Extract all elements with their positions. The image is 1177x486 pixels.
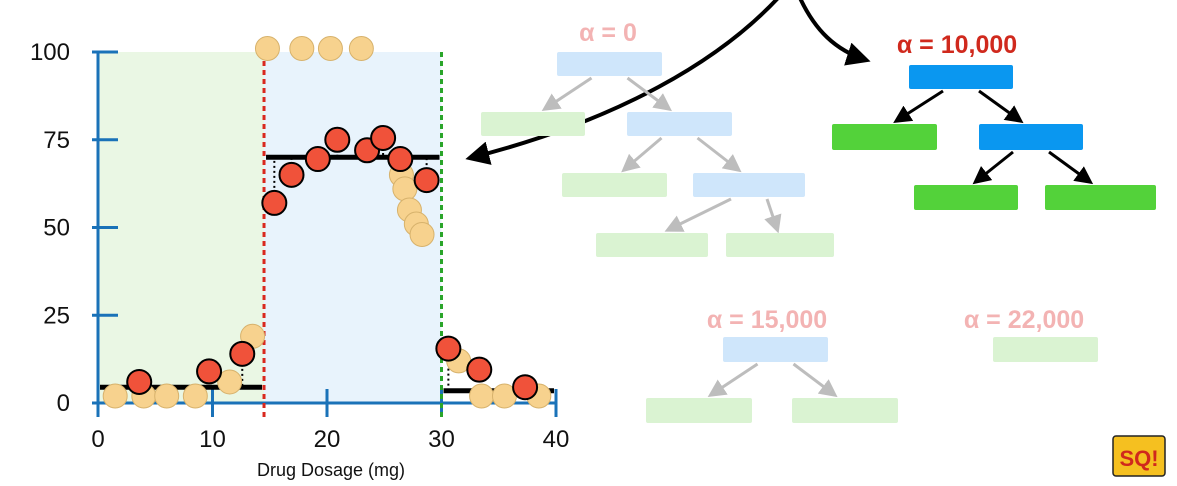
tree-internal-node	[979, 124, 1083, 150]
tree-edge-arrow	[764, 198, 782, 234]
testing-point	[413, 167, 440, 194]
testing-point	[196, 358, 223, 385]
testing-point	[512, 374, 539, 401]
tree-leaf-node	[562, 173, 667, 197]
tree-edge-arrow	[893, 89, 944, 123]
alpha-label: α = 15,000	[707, 306, 827, 334]
tree-edge-arrow	[707, 362, 759, 397]
tree-edge-arrow	[621, 136, 663, 173]
x-tick-label: 10	[199, 426, 226, 453]
tree-edge-arrow	[978, 89, 1024, 124]
testing-point	[387, 146, 414, 173]
testing-point	[126, 368, 153, 395]
observation-point	[409, 222, 435, 248]
observation-point	[469, 383, 495, 409]
data-points	[102, 35, 552, 409]
testing-point	[278, 161, 305, 188]
tree-leaf-node	[646, 398, 752, 423]
tree-leaf-node	[914, 185, 1018, 210]
testing-point	[435, 335, 462, 362]
alpha-label: α = 10,000	[897, 31, 1017, 59]
tree-edge-arrow	[664, 197, 732, 232]
tree-internal-node	[693, 173, 805, 197]
tree-edge-arrow	[972, 150, 1014, 185]
x-tick-label: 30	[428, 426, 455, 453]
tree-edge-arrow	[541, 76, 593, 111]
observation-point	[392, 176, 418, 202]
observation-point	[102, 383, 128, 409]
x-tick-label: 0	[91, 426, 104, 453]
pointer-arrows	[465, 0, 871, 165]
tree-edge-arrow	[696, 136, 742, 173]
alpha-label: α = 0	[579, 19, 637, 47]
testing-point	[466, 356, 493, 383]
tree-edge-arrow	[792, 362, 838, 398]
y-tick-label: 100	[30, 39, 70, 66]
testing-point	[324, 126, 351, 153]
tree-leaf-node	[481, 112, 585, 136]
arrow-to-chart	[465, 0, 779, 165]
split-lines	[262, 52, 443, 419]
tree-internal-node	[627, 112, 732, 136]
statquest-logo: SQ!	[1112, 435, 1166, 477]
tree-0: α = 0	[481, 19, 834, 257]
x-tick-label: 40	[543, 426, 570, 453]
testing-point	[229, 340, 256, 367]
tree-2: α = 15,000	[646, 306, 898, 423]
tree-edge-arrow	[1048, 150, 1094, 185]
observation-point	[317, 35, 343, 61]
tree-1: α = 10,000	[832, 31, 1156, 210]
tree-internal-node	[909, 65, 1013, 89]
observation-point	[348, 35, 374, 61]
tree-leaf-node	[832, 124, 937, 150]
chart: 0 25 50 75 100 0 10 20 30 40 Drug Dosage (mg)	[30, 35, 570, 480]
observation-point	[254, 35, 280, 61]
tree-leaf-node	[792, 398, 898, 423]
tree-leaf-node	[596, 233, 708, 257]
logo-text: SQ!	[1119, 446, 1158, 471]
chart-regions	[98, 52, 442, 403]
y-tick-label: 50	[43, 215, 70, 242]
tree-3: α = 22,000	[964, 306, 1098, 362]
tree-edge-arrow	[626, 76, 672, 112]
tree-leaf-node	[726, 233, 834, 257]
x-axis-title: Drug Dosage (mg)	[257, 460, 405, 480]
trees: α = 0 α = 10,000 α = 15,000 α = 22,000	[481, 19, 1156, 423]
testing-point	[370, 124, 397, 151]
y-tick-label: 25	[43, 302, 70, 329]
arrow-to-tree	[798, 0, 871, 66]
tree-leaf-node	[993, 337, 1098, 362]
alpha-label: α = 22,000	[964, 306, 1084, 334]
observation-point	[182, 383, 208, 409]
observation-point	[154, 383, 180, 409]
testing-point	[304, 146, 331, 173]
observation-point	[289, 35, 315, 61]
tree-internal-node	[723, 337, 828, 362]
tree-leaf-node	[1045, 185, 1156, 210]
testing-point	[261, 189, 288, 216]
tree-internal-node	[557, 52, 662, 76]
y-tick-label: 75	[43, 127, 70, 154]
y-tick-label: 0	[57, 390, 70, 417]
observation-point	[217, 369, 243, 395]
x-tick-label: 20	[314, 426, 341, 453]
